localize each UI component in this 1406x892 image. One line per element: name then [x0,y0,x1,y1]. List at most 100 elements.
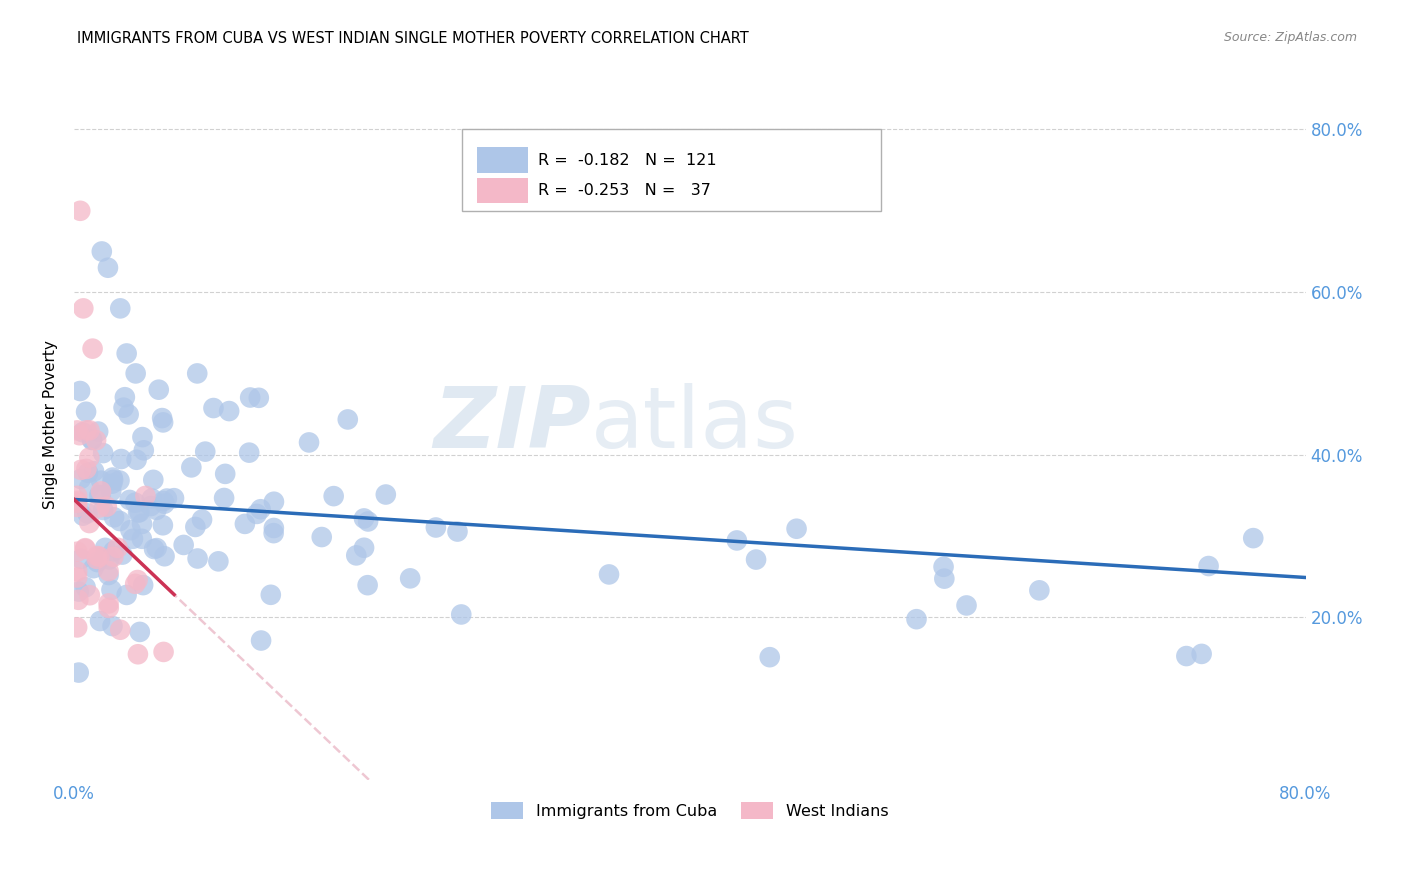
Point [184,520,207,534]
Point [260,588,283,602]
Point [934,572,956,586]
Point [91,446,114,460]
Point [932,559,955,574]
Point [66,620,89,634]
Point [75,423,97,437]
Point [598,567,620,582]
Point [82,561,104,575]
Point [322,489,344,503]
Point [97,564,120,578]
Point [1191,647,1213,661]
Legend: Immigrants from Cuba, West Indians: Immigrants from Cuba, West Indians [485,796,894,825]
Point [67,665,90,680]
Point [446,524,468,539]
Point [108,514,131,528]
Point [148,383,170,397]
Point [79,450,101,465]
FancyBboxPatch shape [477,147,529,173]
Point [336,412,359,426]
Point [344,549,367,563]
Point [786,522,808,536]
Point [97,600,120,615]
FancyBboxPatch shape [477,178,529,203]
Point [725,533,748,548]
Point [90,484,112,499]
Point [150,411,173,425]
Point [66,493,89,508]
Point [72,508,94,523]
Point [112,401,135,415]
Point [194,444,217,458]
Point [80,433,103,447]
Point [86,555,108,569]
Point [145,503,167,517]
Point [180,460,202,475]
Point [153,497,176,511]
Point [311,530,333,544]
Point [745,552,768,566]
Point [131,430,153,444]
Point [70,552,93,566]
Point [97,260,120,275]
Point [233,516,256,531]
Point [115,346,138,360]
Text: IMMIGRANTS FROM CUBA VS WEST INDIAN SINGLE MOTHER POVERTY CORRELATION CHART: IMMIGRANTS FROM CUBA VS WEST INDIAN SING… [77,31,749,46]
Point [214,467,236,481]
Point [100,582,122,597]
Point [955,599,977,613]
Point [450,607,472,622]
Point [202,401,225,415]
Point [127,647,149,661]
Point [66,496,89,510]
Point [263,526,285,541]
Text: R =  -0.182   N =  121: R = -0.182 N = 121 [538,153,717,168]
Point [77,466,100,480]
Point [101,473,124,487]
Point [163,491,186,505]
Point [67,592,90,607]
Point [79,516,101,530]
Point [98,552,121,566]
Point [134,489,156,503]
Point [218,404,240,418]
Point [1028,583,1050,598]
Point [120,523,142,537]
Point [250,633,273,648]
Point [117,408,139,422]
Point [110,623,132,637]
Point [89,488,111,502]
Point [86,549,108,563]
Point [111,548,134,562]
Point [187,551,209,566]
Point [89,614,111,628]
Point [122,532,145,546]
Point [758,650,780,665]
Point [263,494,285,508]
Point [108,474,131,488]
Text: atlas: atlas [592,383,799,466]
Point [87,425,110,439]
Point [246,507,269,521]
Point [263,521,285,535]
Point [212,491,235,505]
Point [90,244,112,259]
Point [353,541,375,555]
Point [191,513,214,527]
Point [238,445,260,459]
Point [67,584,90,599]
Point [1175,648,1198,663]
Point [101,470,124,484]
Point [131,516,153,531]
Point [249,502,271,516]
Point [152,416,174,430]
Point [153,549,176,564]
Point [173,538,195,552]
Text: ZIP: ZIP [433,383,592,466]
Point [69,384,91,398]
Point [75,580,97,594]
Point [103,510,125,524]
Point [82,342,104,356]
Point [152,645,174,659]
Y-axis label: Single Mother Poverty: Single Mother Poverty [44,340,58,508]
Point [399,571,422,585]
